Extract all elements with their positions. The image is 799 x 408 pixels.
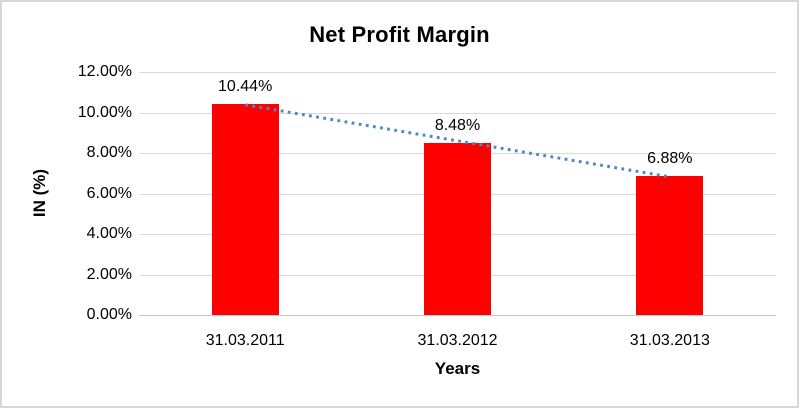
plot-area: 10.44% 8.48% 6.88% [139,72,776,316]
bar [636,175,704,315]
x-axis-tick-labels: 31.03.2011 31.03.2012 31.03.2013 [139,332,776,352]
gridline [139,315,776,316]
data-label: 6.88% [647,149,693,167]
y-tick-label: 8.00% [86,144,132,161]
gridline [139,112,776,114]
y-tick-label: 6.00% [86,184,132,202]
y-tick-label: 0.00% [86,306,132,323]
x-axis-title: Years [434,359,481,378]
gridline [139,72,776,73]
y-tick-label: 2.00% [86,265,132,283]
y-axis-tick-labels: 12.00% 10.00% 8.00% 6.00% 4.00% 2.00% 0.00% [2,63,132,323]
bar [424,143,491,315]
chart-title: Net Profit Margin [309,22,490,47]
trendline [244,103,671,179]
data-label: 8.48% [434,117,481,135]
y-tick-label: 4.00% [86,225,132,242]
x-tick-label: 31.03.2011 [205,332,285,349]
x-tick-label: 31.03.2012 [417,332,498,349]
bar [211,103,279,315]
x-tick-label: 31.03.2013 [629,332,710,349]
data-label: 10.44% [218,77,273,95]
trendline-path [244,103,671,179]
y-tick-label: 10.00% [77,103,132,121]
y-tick-label: 12.00% [77,63,132,80]
